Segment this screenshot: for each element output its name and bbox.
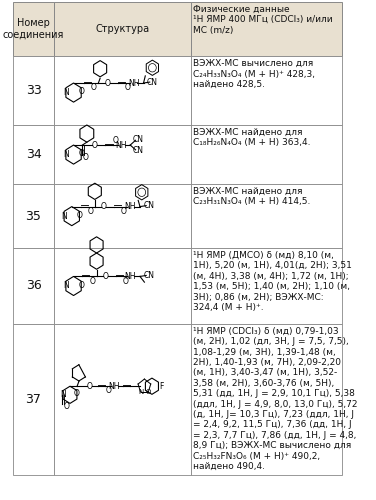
Text: ¹H ЯМР (CDCl₃) δ (мд) 0,79-1,03
(м, 2Н), 1,02 (дл, 3Н, J = 7,5, 7,5),
1,08-1,29 : ¹H ЯМР (CDCl₃) δ (мд) 0,79-1,03 (м, 2Н),… bbox=[193, 326, 357, 471]
Bar bbox=[54, 56, 191, 125]
Bar bbox=[13, 248, 54, 324]
Text: NH: NH bbox=[128, 78, 139, 88]
Text: CN: CN bbox=[143, 271, 154, 280]
Text: O: O bbox=[92, 140, 98, 149]
Text: O: O bbox=[77, 210, 82, 220]
Text: O: O bbox=[146, 389, 151, 395]
Text: ВЭЖХ-МС вычислено для
C₂₄H₃₃N₃O₄ (М + Н)⁺ 428,3,
найдено 428,5.: ВЭЖХ-МС вычислено для C₂₄H₃₃N₃O₄ (М + Н)… bbox=[193, 59, 315, 89]
Text: O: O bbox=[78, 280, 84, 289]
Bar bbox=[13, 56, 54, 125]
Text: O: O bbox=[121, 207, 127, 216]
Bar bbox=[191, 184, 342, 248]
Text: ¹H ЯМР (ДМСО) δ (мд) 8,10 (м,
1Н), 5,20 (м, 1Н), 4,01(д, 2Н); 3,51
(м, 4Н), 3,38: ¹H ЯМР (ДМСО) δ (мд) 8,10 (м, 1Н), 5,20 … bbox=[193, 251, 352, 312]
Bar bbox=[54, 2, 191, 56]
Text: Структура: Структура bbox=[96, 24, 150, 34]
Bar bbox=[191, 248, 342, 324]
Text: Физические данные
¹H ЯМР 400 МГц (CDCl₃) и/или
МС (m/z): Физические данные ¹H ЯМР 400 МГц (CDCl₃)… bbox=[193, 5, 332, 34]
Text: CN: CN bbox=[147, 78, 158, 86]
Text: O: O bbox=[123, 276, 129, 285]
Bar bbox=[13, 184, 54, 248]
Text: O: O bbox=[124, 84, 130, 92]
Text: 35: 35 bbox=[26, 210, 41, 222]
Text: 34: 34 bbox=[26, 148, 41, 161]
Text: NH: NH bbox=[124, 202, 136, 211]
Text: O: O bbox=[104, 78, 110, 88]
Text: NH: NH bbox=[109, 382, 120, 390]
Text: O: O bbox=[89, 276, 95, 285]
Text: N: N bbox=[60, 390, 66, 400]
Text: O: O bbox=[74, 390, 80, 398]
Text: CN: CN bbox=[133, 135, 144, 144]
Text: O: O bbox=[105, 386, 111, 396]
Text: N: N bbox=[61, 212, 67, 220]
Text: ВЭЖХ-МС найдено для
C₂₃H₃₁N₃O₄ (М + Н) 414,5.: ВЭЖХ-МС найдено для C₂₃H₃₁N₃O₄ (М + Н) 4… bbox=[193, 187, 310, 206]
Text: N: N bbox=[63, 150, 69, 159]
Bar bbox=[54, 125, 191, 184]
Bar bbox=[54, 184, 191, 248]
Text: O: O bbox=[83, 153, 89, 162]
Text: O: O bbox=[88, 207, 93, 216]
Text: N: N bbox=[138, 389, 143, 395]
Text: O: O bbox=[91, 84, 97, 92]
Bar bbox=[13, 2, 54, 56]
Text: O: O bbox=[101, 202, 107, 211]
Text: NH: NH bbox=[124, 272, 136, 281]
Bar bbox=[191, 2, 342, 56]
Bar bbox=[191, 125, 342, 184]
Text: 36: 36 bbox=[26, 280, 41, 292]
Text: N: N bbox=[63, 88, 69, 97]
Bar bbox=[13, 125, 54, 184]
Bar bbox=[54, 324, 191, 476]
Text: 33: 33 bbox=[26, 84, 41, 97]
Text: ВЭЖХ-МС найдено для
C₁₈H₂₆N₄O₄ (М + Н) 363,4.: ВЭЖХ-МС найдено для C₁₈H₂₆N₄O₄ (М + Н) 3… bbox=[193, 128, 310, 148]
Bar bbox=[191, 324, 342, 476]
Text: O: O bbox=[86, 382, 92, 390]
Text: Номер
соединения: Номер соединения bbox=[3, 18, 64, 40]
Text: 37: 37 bbox=[26, 393, 41, 406]
Bar bbox=[13, 324, 54, 476]
Bar bbox=[191, 56, 342, 125]
Text: NH: NH bbox=[116, 140, 127, 149]
Text: O: O bbox=[78, 87, 84, 96]
Text: CN: CN bbox=[133, 146, 144, 156]
Text: O: O bbox=[78, 149, 84, 158]
Text: O: O bbox=[64, 402, 70, 411]
Bar bbox=[54, 248, 191, 324]
Text: O: O bbox=[112, 136, 118, 145]
Text: O: O bbox=[103, 272, 108, 281]
Text: CN: CN bbox=[143, 201, 154, 210]
Text: N: N bbox=[63, 282, 69, 290]
Text: F: F bbox=[159, 382, 163, 390]
